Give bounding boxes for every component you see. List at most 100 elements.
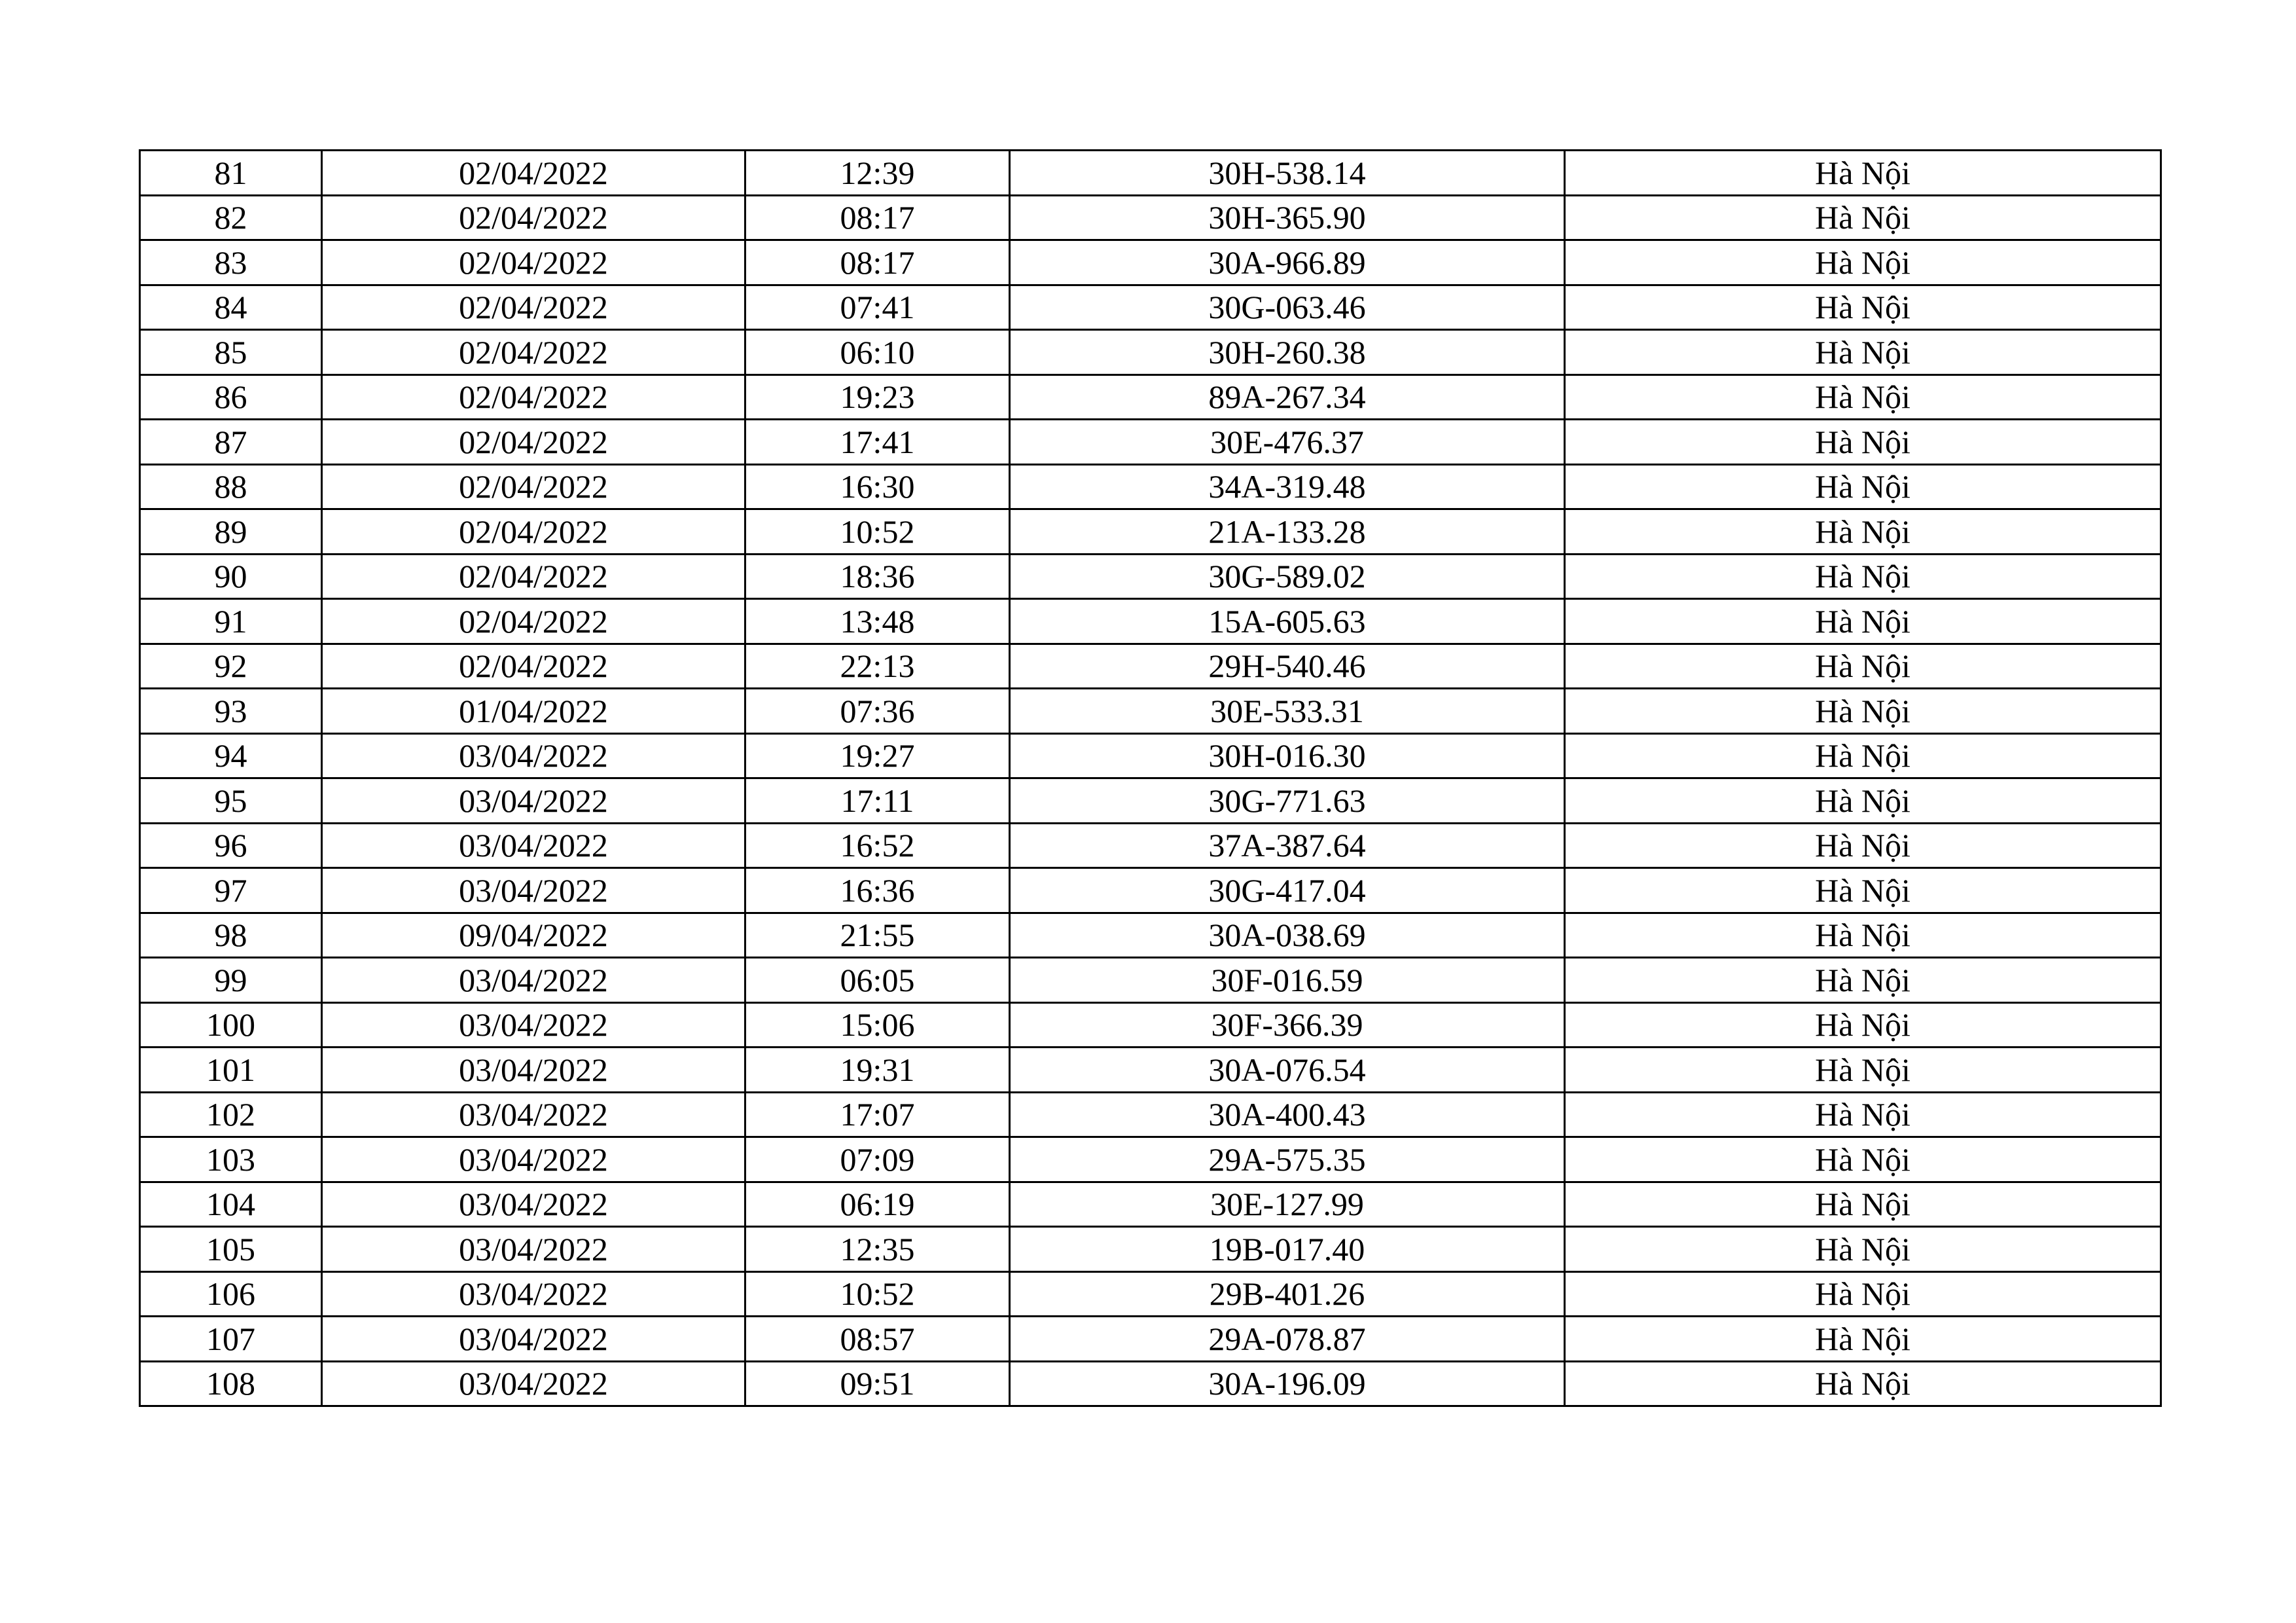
table-body: 81 02/04/2022 12:39 30H-538.14 Hà Nội 82 02/04… — [139, 149, 2162, 1407]
time-cell: 19:27 — [744, 732, 1011, 779]
row-number-cell: 81 — [139, 149, 323, 196]
license-plate-cell: 37A-387.64 — [1009, 822, 1566, 869]
time-cell: 06:10 — [744, 329, 1011, 376]
location-cell: Hà Nội — [1564, 957, 2162, 1004]
time-cell: 16:30 — [744, 463, 1011, 510]
row-number-cell: 104 — [139, 1180, 323, 1228]
table-row: 98 09/04/2022 21:55 30A-038.69 Hà Nội — [139, 911, 2162, 958]
date-cell: 03/04/2022 — [321, 1226, 746, 1273]
row-number-cell: 91 — [139, 598, 323, 645]
location-cell: Hà Nội — [1564, 1091, 2162, 1138]
table-row: 89 02/04/2022 10:52 21A-133.28 Hà Nội — [139, 508, 2162, 555]
location-cell: Hà Nội — [1564, 283, 2162, 331]
table-row: 84 02/04/2022 07:41 30G-063.46 Hà Nội — [139, 283, 2162, 331]
date-cell: 02/04/2022 — [321, 463, 746, 510]
license-plate-cell: 29A-575.35 — [1009, 1136, 1566, 1183]
table-row: 100 03/04/2022 15:06 30F-366.39 Hà Nội — [139, 1001, 2162, 1048]
table-row: 99 03/04/2022 06:05 30F-016.59 Hà Nội — [139, 957, 2162, 1004]
location-cell: Hà Nội — [1564, 1001, 2162, 1048]
table-row: 82 02/04/2022 08:17 30H-365.90 Hà Nội — [139, 194, 2162, 241]
date-cell: 02/04/2022 — [321, 194, 746, 241]
table-row: 97 03/04/2022 16:36 30G-417.04 Hà Nội — [139, 867, 2162, 914]
row-number-cell: 90 — [139, 553, 323, 600]
license-plate-cell: 30G-417.04 — [1009, 867, 1566, 914]
license-plate-cell: 30G-589.02 — [1009, 553, 1566, 600]
license-plate-cell: 29B-401.26 — [1009, 1270, 1566, 1317]
location-cell: Hà Nội — [1564, 1136, 2162, 1183]
violations-table: 81 02/04/2022 12:39 30H-538.14 Hà Nội 82 02/04… — [139, 149, 2162, 1407]
date-cell: 03/04/2022 — [321, 1046, 746, 1093]
table-row: 88 02/04/2022 16:30 34A-319.48 Hà Nội — [139, 463, 2162, 510]
time-cell: 17:11 — [744, 777, 1011, 824]
license-plate-cell: 30F-366.39 — [1009, 1001, 1566, 1048]
date-cell: 03/04/2022 — [321, 1180, 746, 1228]
row-number-cell: 108 — [139, 1360, 323, 1407]
license-plate-cell: 30A-076.54 — [1009, 1046, 1566, 1093]
row-number-cell: 101 — [139, 1046, 323, 1093]
table-row: 107 03/04/2022 08:57 29A-078.87 Hà Nội — [139, 1315, 2162, 1362]
row-number-cell: 88 — [139, 463, 323, 510]
table-row: 92 02/04/2022 22:13 29H-540.46 Hà Nội — [139, 642, 2162, 689]
row-number-cell: 94 — [139, 732, 323, 779]
license-plate-cell: 30A-196.09 — [1009, 1360, 1566, 1407]
row-number-cell: 105 — [139, 1226, 323, 1273]
time-cell: 16:36 — [744, 867, 1011, 914]
date-cell: 03/04/2022 — [321, 1091, 746, 1138]
date-cell: 03/04/2022 — [321, 1270, 746, 1317]
time-cell: 17:41 — [744, 418, 1011, 465]
table-row: 94 03/04/2022 19:27 30H-016.30 Hà Nội — [139, 732, 2162, 779]
table-row: 105 03/04/2022 12:35 19B-017.40 Hà Nội — [139, 1226, 2162, 1273]
time-cell: 12:39 — [744, 149, 1011, 196]
license-plate-cell: 30A-038.69 — [1009, 911, 1566, 958]
location-cell: Hà Nội — [1564, 642, 2162, 689]
time-cell: 16:52 — [744, 822, 1011, 869]
row-number-cell: 95 — [139, 777, 323, 824]
time-cell: 17:07 — [744, 1091, 1011, 1138]
location-cell: Hà Nội — [1564, 687, 2162, 735]
time-cell: 21:55 — [744, 911, 1011, 958]
location-cell: Hà Nội — [1564, 329, 2162, 376]
row-number-cell: 82 — [139, 194, 323, 241]
time-cell: 06:19 — [744, 1180, 1011, 1228]
time-cell: 07:36 — [744, 687, 1011, 735]
row-number-cell: 85 — [139, 329, 323, 376]
location-cell: Hà Nội — [1564, 822, 2162, 869]
license-plate-cell: 30F-016.59 — [1009, 957, 1566, 1004]
license-plate-cell: 30E-533.31 — [1009, 687, 1566, 735]
location-cell: Hà Nội — [1564, 732, 2162, 779]
location-cell: Hà Nội — [1564, 194, 2162, 241]
date-cell: 03/04/2022 — [321, 1315, 746, 1362]
time-cell: 12:35 — [744, 1226, 1011, 1273]
time-cell: 15:06 — [744, 1001, 1011, 1048]
table-row: 86 02/04/2022 19:23 89A-267.34 Hà Nội — [139, 373, 2162, 420]
date-cell: 02/04/2022 — [321, 239, 746, 286]
date-cell: 01/04/2022 — [321, 687, 746, 735]
time-cell: 13:48 — [744, 598, 1011, 645]
table-row: 83 02/04/2022 08:17 30A-966.89 Hà Nội — [139, 239, 2162, 286]
table-row: 96 03/04/2022 16:52 37A-387.64 Hà Nội — [139, 822, 2162, 869]
table-row: 103 03/04/2022 07:09 29A-575.35 Hà Nội — [139, 1136, 2162, 1183]
date-cell: 02/04/2022 — [321, 553, 746, 600]
table-row: 95 03/04/2022 17:11 30G-771.63 Hà Nội — [139, 777, 2162, 824]
date-cell: 03/04/2022 — [321, 867, 746, 914]
license-plate-cell: 30A-400.43 — [1009, 1091, 1566, 1138]
row-number-cell: 98 — [139, 911, 323, 958]
time-cell: 09:51 — [744, 1360, 1011, 1407]
table-row: 108 03/04/2022 09:51 30A-196.09 Hà Nội — [139, 1360, 2162, 1407]
license-plate-cell: 30H-260.38 — [1009, 329, 1566, 376]
license-plate-cell: 30H-365.90 — [1009, 194, 1566, 241]
license-plate-cell: 30E-127.99 — [1009, 1180, 1566, 1228]
time-cell: 08:57 — [744, 1315, 1011, 1362]
location-cell: Hà Nội — [1564, 463, 2162, 510]
row-number-cell: 89 — [139, 508, 323, 555]
license-plate-cell: 30H-016.30 — [1009, 732, 1566, 779]
location-cell: Hà Nội — [1564, 1360, 2162, 1407]
location-cell: Hà Nội — [1564, 418, 2162, 465]
date-cell: 03/04/2022 — [321, 732, 746, 779]
row-number-cell: 102 — [139, 1091, 323, 1138]
location-cell: Hà Nội — [1564, 1226, 2162, 1273]
table-row: 87 02/04/2022 17:41 30E-476.37 Hà Nội — [139, 418, 2162, 465]
time-cell: 19:31 — [744, 1046, 1011, 1093]
location-cell: Hà Nội — [1564, 239, 2162, 286]
row-number-cell: 103 — [139, 1136, 323, 1183]
